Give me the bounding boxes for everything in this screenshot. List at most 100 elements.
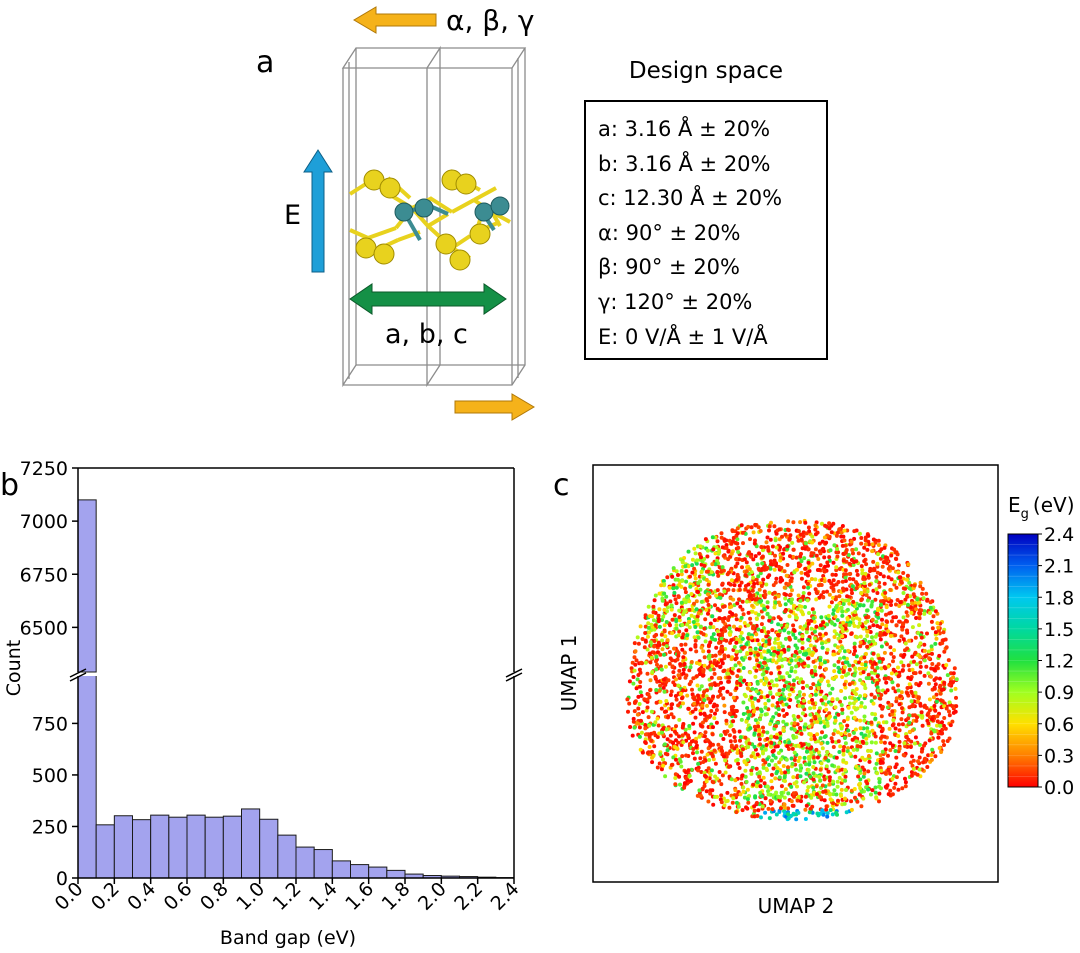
- scatter-point: [668, 623, 672, 627]
- scatter-point: [681, 655, 685, 659]
- scatter-point: [734, 686, 738, 690]
- design-space-item: c: 12.30 Å ± 20%: [598, 181, 826, 216]
- scatter-point: [727, 806, 731, 810]
- scatter-point: [766, 545, 770, 549]
- scatter-point: [735, 617, 739, 621]
- scatter-point: [769, 671, 773, 675]
- scatter-point: [696, 684, 700, 688]
- scatter-point: [798, 599, 802, 603]
- scatter-point: [758, 770, 762, 774]
- scatter-point: [879, 637, 883, 641]
- scatter-point: [777, 692, 781, 696]
- scatter-point: [853, 642, 857, 646]
- scatter-point: [764, 676, 768, 680]
- x-axis-label: Band gap (eV): [220, 927, 356, 948]
- scatter-point: [866, 788, 870, 792]
- scatter-point: [738, 739, 742, 743]
- scatter-point: [890, 671, 894, 675]
- scatter-point: [907, 663, 911, 667]
- scatter-point: [663, 690, 667, 694]
- scatter-point: [859, 640, 863, 644]
- scatter-point: [871, 618, 875, 622]
- scatter-point: [689, 665, 693, 669]
- scatter-point: [670, 712, 674, 716]
- scatter-point: [825, 623, 829, 627]
- scatter-point: [769, 741, 773, 745]
- scatter-point: [740, 631, 744, 635]
- scatter-point: [915, 662, 919, 666]
- scatter-point: [795, 696, 799, 700]
- scatter-point: [791, 623, 795, 627]
- scatter-point: [654, 594, 658, 598]
- scatter-point: [803, 722, 807, 726]
- scatter-point: [897, 723, 901, 727]
- scatter-point: [668, 650, 672, 654]
- scatter-point: [790, 659, 794, 663]
- scatter-point: [755, 784, 759, 788]
- scatter-point: [859, 657, 863, 661]
- scatter-point: [894, 557, 898, 561]
- scatter-point: [786, 765, 790, 769]
- scatter-point: [716, 588, 720, 592]
- scatter-point: [855, 635, 859, 639]
- scatter-point: [888, 703, 892, 707]
- scatter-point: [798, 650, 802, 654]
- scatter-point: [925, 706, 929, 710]
- scatter-point: [697, 668, 701, 672]
- scatter-point: [803, 756, 807, 760]
- scatter-point: [893, 633, 897, 637]
- scatter-point: [895, 550, 899, 554]
- scatter-point: [933, 709, 937, 713]
- scatter-point: [809, 719, 813, 723]
- scatter-point: [789, 610, 793, 614]
- scatter-point: [760, 629, 764, 633]
- scatter-point: [755, 689, 759, 693]
- scatter-point: [898, 740, 902, 744]
- scatter-point: [652, 610, 656, 614]
- scatter-point: [885, 605, 889, 609]
- scatter-point: [647, 692, 651, 696]
- scatter-point: [891, 792, 895, 796]
- scatter-point: [859, 536, 863, 540]
- scatter-point: [898, 575, 902, 579]
- scatter-point: [843, 768, 847, 772]
- scatter-point: [901, 622, 905, 626]
- scatter-point: [948, 713, 952, 717]
- scatter-point: [930, 748, 934, 752]
- scatter-point: [843, 802, 847, 806]
- scatter-point: [777, 565, 781, 569]
- scatter-point: [889, 652, 893, 656]
- scatter-point: [657, 724, 661, 728]
- scatter-point: [848, 562, 852, 566]
- scatter-point: [738, 730, 742, 734]
- scatter-point: [752, 582, 756, 586]
- scatter-point: [933, 678, 937, 682]
- scatter-point: [913, 742, 917, 746]
- y-tick-label: 7000: [20, 511, 68, 533]
- scatter-point: [899, 717, 903, 721]
- scatter-point: [699, 712, 703, 716]
- scatter-point: [673, 776, 677, 780]
- scatter-point: [778, 775, 782, 779]
- scatter-point: [652, 645, 656, 649]
- scatter-point: [715, 795, 719, 799]
- scatter-point: [880, 618, 884, 622]
- scatter-point: [756, 682, 760, 686]
- scatter-point: [941, 739, 945, 743]
- scatter-point: [761, 638, 765, 642]
- scatter-point: [820, 662, 824, 666]
- scatter-point: [840, 627, 844, 631]
- scatter-point: [759, 713, 763, 717]
- scatter-point: [937, 654, 941, 658]
- scatter-point: [813, 528, 817, 532]
- scatter-point: [731, 667, 735, 671]
- scatter-point: [767, 793, 771, 797]
- scatter-point: [810, 698, 814, 702]
- scatter-point: [792, 714, 796, 718]
- scatter-point: [680, 569, 684, 573]
- scatter-point: [859, 704, 863, 708]
- scatter-point: [883, 546, 887, 550]
- scatter-point: [880, 645, 884, 649]
- scatter-point: [682, 672, 686, 676]
